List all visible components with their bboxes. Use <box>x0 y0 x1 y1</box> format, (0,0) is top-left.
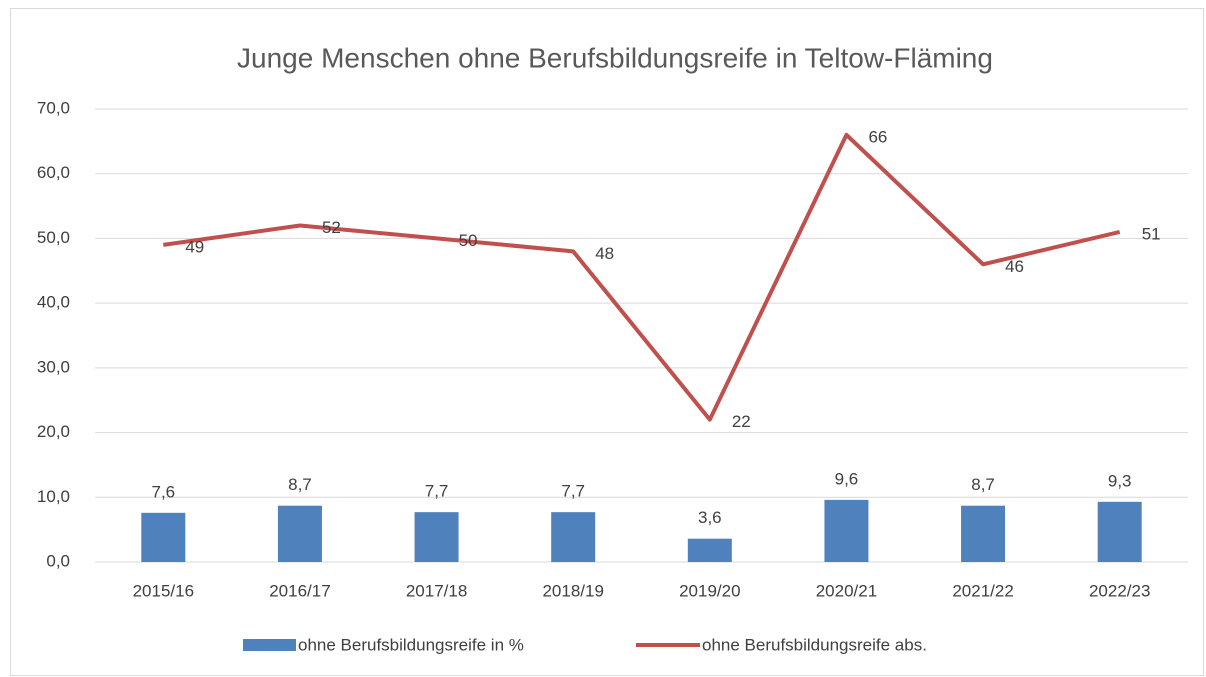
bar <box>824 499 869 562</box>
bar-value-label: 9,6 <box>835 469 859 488</box>
line-value-label: 22 <box>732 412 751 431</box>
line <box>163 132 1121 422</box>
chart-frame <box>10 8 1204 676</box>
x-tick-label: 2019/20 <box>679 581 740 600</box>
bar <box>961 505 1006 562</box>
y-tick-label: 70,0 <box>37 98 70 117</box>
legend-swatch <box>243 639 296 651</box>
y-tick-label: 10,0 <box>37 487 70 506</box>
y-tick-label: 60,0 <box>37 163 70 182</box>
bar <box>687 538 732 562</box>
x-tick-label: 2017/18 <box>406 581 467 600</box>
bar <box>141 512 186 562</box>
line-value-label: 51 <box>1142 224 1161 243</box>
line-value-label: 48 <box>595 244 614 263</box>
bar-value-label: 3,6 <box>698 508 722 527</box>
bar <box>1097 501 1142 562</box>
bar-value-label: 8,7 <box>971 475 995 494</box>
legend-label: ohne Berufsbildungsreife abs. <box>702 635 927 654</box>
x-tick-label: 2016/17 <box>269 581 330 600</box>
bar-value-label: 7,7 <box>561 482 585 501</box>
bar <box>551 512 596 562</box>
x-tick-label: 2015/16 <box>133 581 194 600</box>
bar-value-label: 9,3 <box>1108 471 1132 490</box>
line-value-label: 52 <box>322 218 341 237</box>
y-tick-label: 20,0 <box>37 422 70 441</box>
y-tick-label: 40,0 <box>37 293 70 312</box>
line-value-label: 66 <box>868 127 887 146</box>
bar-value-label: 7,6 <box>151 482 175 501</box>
bar-value-label: 7,7 <box>425 482 449 501</box>
chart-title: Junge Menschen ohne Berufsbildungsreife … <box>237 42 993 73</box>
y-tick-label: 0,0 <box>46 551 70 570</box>
y-tick-label: 50,0 <box>37 228 70 247</box>
bar <box>414 512 459 562</box>
x-tick-label: 2021/22 <box>952 581 1013 600</box>
line-value-label: 50 <box>459 231 478 250</box>
line-value-label: 46 <box>1005 257 1024 276</box>
bar <box>277 505 322 562</box>
x-tick-label: 2020/21 <box>816 581 877 600</box>
y-tick-label: 30,0 <box>37 357 70 376</box>
x-tick-label: 2018/19 <box>542 581 603 600</box>
x-tick-label: 2022/23 <box>1089 581 1150 600</box>
bar-value-label: 8,7 <box>288 475 312 494</box>
line-value-label: 49 <box>185 237 204 256</box>
legend-label: ohne Berufsbildungsreife in % <box>298 635 524 654</box>
